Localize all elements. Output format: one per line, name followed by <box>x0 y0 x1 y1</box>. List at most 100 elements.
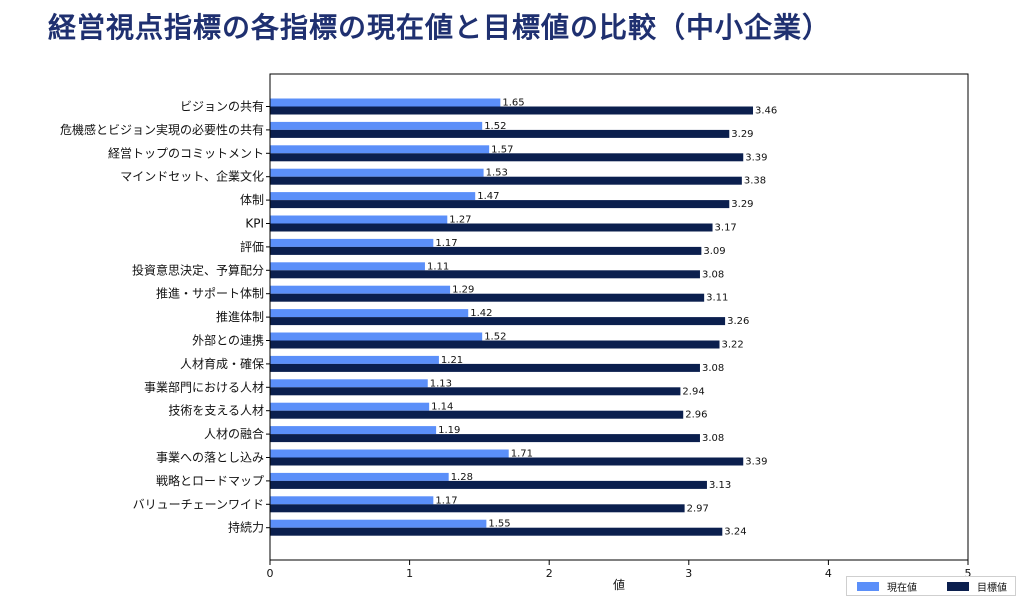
data-label: 2.94 <box>682 386 704 397</box>
bar-current <box>270 285 451 294</box>
bar-current <box>270 519 487 528</box>
data-label: 3.08 <box>702 433 724 444</box>
bar-target <box>270 410 684 419</box>
data-label: 1.52 <box>484 332 506 343</box>
x-axis-title: 値 <box>613 577 625 592</box>
legend: 現在値 目標値 <box>846 576 1016 596</box>
category-label: バリューチェーンワイド <box>133 497 264 511</box>
bar-target <box>270 293 705 302</box>
bar-current <box>270 168 484 177</box>
legend-swatch-target <box>947 581 969 591</box>
data-label: 3.26 <box>727 316 749 327</box>
category-label: マインドセット、企業文化 <box>120 169 264 184</box>
bar-current <box>270 472 449 481</box>
category-label: 経営トップのコミットメント <box>108 146 264 160</box>
category-label: KPI <box>245 217 264 231</box>
legend-swatch-current <box>857 581 879 591</box>
category-label: 技術を支える人材 <box>168 404 264 418</box>
data-label: 1.19 <box>438 425 460 436</box>
category-label: 投資意思決定、予算配分 <box>132 262 264 277</box>
data-label: 1.47 <box>477 191 499 202</box>
bar-current <box>270 449 509 458</box>
data-label: 2.97 <box>687 503 709 514</box>
legend-label-target: 目標値 <box>977 582 1007 594</box>
labels-layer: ビジョンの共有 1.65 3.46 危機感とビジョン実現の必要性の共有 1.52 3.29… <box>60 98 777 538</box>
data-label: 3.46 <box>755 106 777 117</box>
bar-target <box>270 504 685 513</box>
bar-current <box>270 379 428 388</box>
data-label: 3.11 <box>706 293 728 304</box>
legend-item-current: 現在値 <box>857 579 917 594</box>
data-label: 1.55 <box>488 519 510 530</box>
data-label: 1.42 <box>470 308 492 319</box>
bar-target <box>270 457 744 466</box>
category-label: 体制 <box>240 193 264 207</box>
data-label: 1.52 <box>484 121 506 132</box>
data-label: 1.71 <box>511 449 533 460</box>
category-label: 持続力 <box>228 520 264 535</box>
bar-current <box>270 262 425 271</box>
bar-current <box>270 145 490 154</box>
bar-target <box>270 129 730 138</box>
x-tick-label: 3 <box>685 567 692 580</box>
category-label: 事業への落とし込み <box>156 451 264 465</box>
x-tick-label: 1 <box>406 567 413 580</box>
data-label: 1.17 <box>435 238 457 249</box>
x-tick-label: 2 <box>546 567 553 580</box>
data-label: 3.13 <box>709 480 731 491</box>
category-label: 評価 <box>240 239 264 254</box>
bar-current <box>270 215 448 224</box>
category-label: 推進・サポート体制 <box>156 287 264 301</box>
data-label: 1.27 <box>449 215 471 226</box>
data-label: 3.24 <box>724 527 746 538</box>
data-label: 1.21 <box>441 355 463 366</box>
data-label: 1.11 <box>427 261 449 272</box>
data-label: 3.17 <box>715 223 737 234</box>
data-label: 3.29 <box>731 199 753 210</box>
bar-target <box>270 363 700 372</box>
bar-target <box>270 387 681 396</box>
bar-target <box>270 246 702 255</box>
data-label: 3.09 <box>703 246 725 257</box>
bar-current <box>270 192 476 201</box>
bars-layer <box>270 98 754 536</box>
category-label: 推進体制 <box>216 310 264 324</box>
category-label: 戦略とロードマップ <box>156 473 264 488</box>
category-label: ビジョンの共有 <box>180 100 264 114</box>
bar-current <box>270 238 434 247</box>
data-label: 1.13 <box>430 378 452 389</box>
bar-target <box>270 527 723 536</box>
category-label: 事業部門における人材 <box>144 379 264 394</box>
x-axis: 0 1 2 3 4 5 <box>266 106 972 580</box>
x-tick-label: 5 <box>965 567 972 580</box>
bar-target <box>270 340 720 349</box>
category-label: 人材育成・確保 <box>180 356 264 371</box>
data-label: 1.53 <box>486 168 508 179</box>
bar-target <box>270 106 754 115</box>
x-tick-label: 4 <box>825 567 832 580</box>
data-label: 3.38 <box>744 176 766 187</box>
bar-target <box>270 200 730 209</box>
data-label: 1.17 <box>435 495 457 506</box>
bar-current <box>270 402 430 411</box>
data-label: 3.08 <box>702 269 724 280</box>
data-label: 3.08 <box>702 363 724 374</box>
bar-target <box>270 317 726 326</box>
legend-item-target: 目標値 <box>947 579 1007 594</box>
data-label: 1.29 <box>452 285 474 296</box>
data-label: 3.29 <box>731 129 753 140</box>
data-label: 3.22 <box>722 340 744 351</box>
category-label: 人材の融合 <box>204 426 264 441</box>
bar-target <box>270 176 742 185</box>
category-label: 危機感とビジョン実現の必要性の共有 <box>60 122 264 137</box>
bar-current <box>270 496 434 505</box>
data-label: 3.39 <box>745 457 767 468</box>
data-label: 1.65 <box>502 98 524 109</box>
bar-target <box>270 270 700 279</box>
data-label: 1.57 <box>491 144 513 155</box>
data-label: 3.39 <box>745 152 767 163</box>
bar-current <box>270 98 501 107</box>
legend-label-current: 現在値 <box>887 582 917 594</box>
category-label: 外部との連携 <box>192 333 264 348</box>
